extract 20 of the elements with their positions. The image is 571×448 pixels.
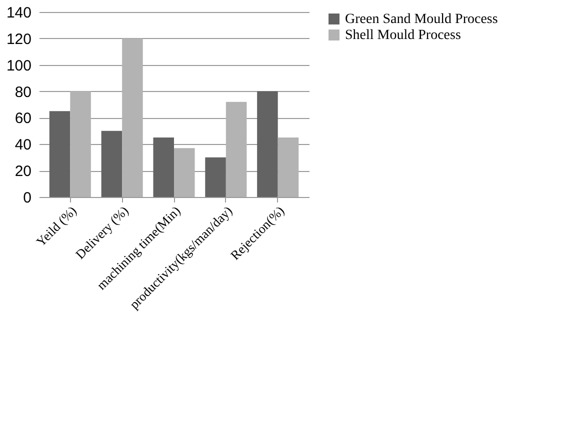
bar — [205, 157, 226, 197]
bar — [101, 130, 122, 197]
bar — [70, 91, 91, 197]
y-tick-label: 80 — [14, 84, 32, 101]
y-tick-label: 0 — [23, 190, 32, 206]
bar — [153, 138, 174, 197]
y-tick-label: 40 — [14, 136, 32, 154]
y-tick-label: 140 — [6, 4, 32, 22]
y-tick-label: 120 — [6, 30, 32, 48]
bar — [257, 91, 278, 197]
y-tick-label: 60 — [14, 110, 32, 128]
legend-label: Green Sand Mould Process — [345, 12, 498, 27]
bar — [278, 138, 299, 197]
bar — [122, 38, 143, 197]
y-tick-label: 100 — [6, 57, 32, 74]
bar — [226, 102, 247, 197]
y-tick-label: 20 — [14, 163, 32, 180]
bar — [174, 148, 195, 197]
legend-label: Shell Mould Process — [345, 28, 461, 43]
bar — [49, 111, 70, 197]
